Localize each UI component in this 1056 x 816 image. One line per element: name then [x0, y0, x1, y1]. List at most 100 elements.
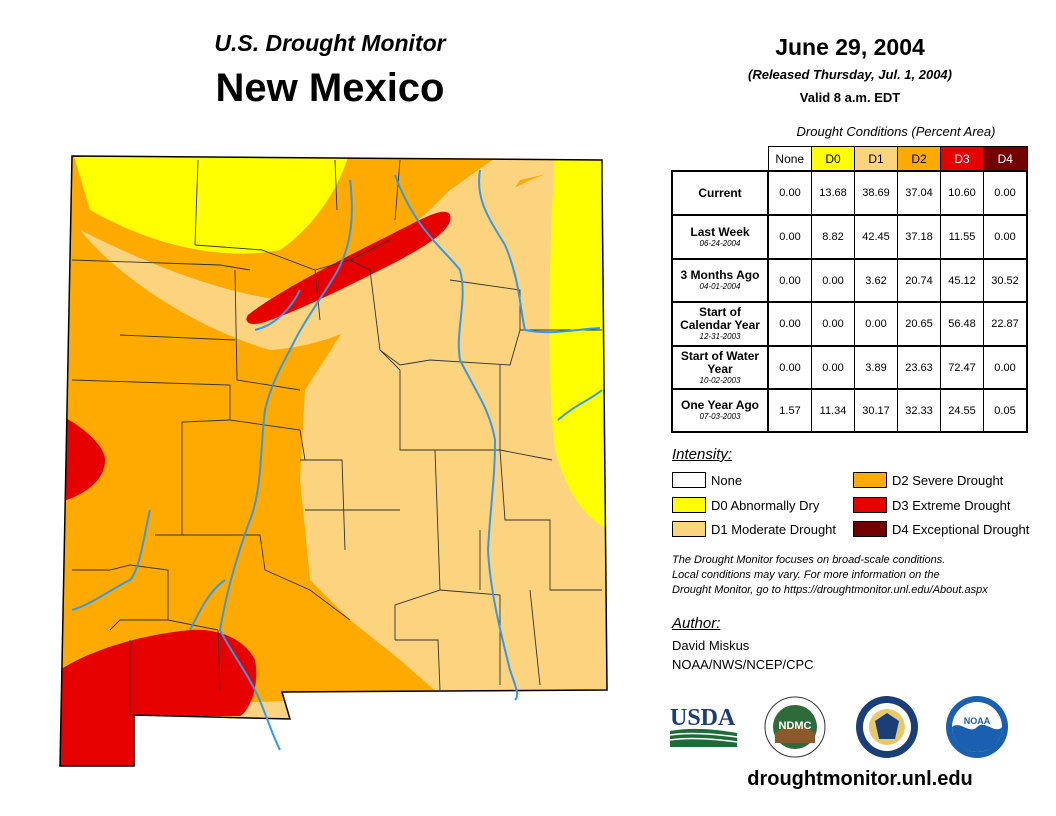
table-cell: 22.87 [983, 301, 1028, 347]
table-cell: 0.00 [767, 345, 812, 390]
legend-title: Intensity: [672, 446, 733, 463]
rio-grande [218, 179, 353, 751]
legend-label-d1: D1 Moderate Drought [711, 521, 837, 537]
legend-item-d3: D3 Extreme Drought [853, 497, 1011, 513]
table-cell: 3.62 [854, 258, 898, 303]
legend-label-none: None [711, 472, 743, 488]
usda-logo: USDA [669, 705, 738, 747]
gila-river [189, 579, 226, 631]
d3-west [60, 415, 105, 502]
table-cell: 3.89 [854, 345, 898, 390]
legend-label-d4: D4 Exceptional Drought [892, 521, 1030, 537]
svg-text:USDA: USDA [670, 705, 736, 731]
website-url[interactable]: droughtmonitor.unl.edu [747, 768, 973, 790]
commerce-seal-logo [856, 696, 918, 758]
noaa-logo: NOAA [946, 696, 1008, 758]
author-title: Author: [672, 615, 721, 632]
table-cell: 0.05 [983, 388, 1028, 433]
row-label: 3 Months Ago 04-01-2004 [671, 258, 769, 303]
table-cell: 10.60 [940, 170, 984, 216]
legend-swatch-d4 [853, 521, 887, 537]
table-row: Last Week 06-24-2004 0.00 8.82 42.45 37.18 11.… [671, 214, 1028, 260]
table-cell: 20.74 [897, 258, 941, 303]
table-caption: Drought Conditions (Percent Area) [796, 124, 996, 139]
state-title: New Mexico [215, 66, 445, 110]
legend-swatch-none [672, 472, 706, 488]
state-outline [59, 155, 608, 767]
canadian-river [478, 169, 601, 334]
table-cell: 1.57 [767, 388, 812, 433]
row-label: Current [671, 170, 769, 216]
table-cell: 0.00 [811, 345, 855, 390]
svg-text:NOAA: NOAA [964, 716, 991, 726]
table-row: Start of Water Year 10-02-2003 0.00 0.00 3.8… [671, 345, 1028, 390]
drought-map [59, 155, 608, 767]
row-label-text: Current [698, 185, 742, 200]
table-cell: 0.00 [811, 258, 855, 303]
table-cell: 0.00 [854, 301, 898, 347]
table-cell: 32.33 [897, 388, 941, 433]
rivers [71, 169, 603, 751]
valid-time: Valid 8 a.m. EDT [799, 90, 901, 105]
table-cell: 0.00 [767, 301, 812, 347]
legend-label-d0: D0 Abnormally Dry [711, 497, 820, 513]
table-cell: 42.45 [854, 214, 898, 260]
table-cell: 30.17 [854, 388, 898, 433]
ndmc-logo: NDMC [764, 696, 826, 758]
d3-southwest [60, 629, 257, 766]
table-corner [672, 147, 768, 172]
table-header-row: None D0 D1 D2 D3 D4 [672, 146, 1028, 172]
d0-east [549, 156, 607, 530]
row-label: One Year Ago 07-03-2003 [671, 388, 769, 433]
table-cell: 11.55 [940, 214, 984, 260]
header-none: None [767, 146, 812, 172]
drought-conditions-table: None D0 D1 D2 D3 D4 Current 0.00 13.68 38.6… [671, 146, 1028, 433]
pecos-river [394, 174, 519, 701]
legend-swatch-d2 [853, 472, 887, 488]
legend-swatch-d1 [672, 521, 706, 537]
table-row: 3 Months Ago 04-01-2004 0.00 0.00 3.62 20.74 4… [671, 258, 1028, 303]
table-cell: 0.00 [767, 170, 812, 216]
author-name: David Miskus [672, 638, 750, 653]
table-cell: 72.47 [940, 345, 984, 390]
row-label-text: Start of Calendar Year [680, 305, 760, 332]
row-label-text: One Year Ago [680, 398, 760, 412]
san-juan-river [71, 509, 151, 611]
legend-swatch-d3 [853, 497, 887, 513]
header-d1: D1 [854, 146, 898, 172]
legend-item-d1: D1 Moderate Drought [672, 521, 836, 537]
table-cell: 0.00 [983, 170, 1028, 216]
legend-swatch-d0 [672, 497, 706, 513]
row-label: Start of Calendar Year 12-31-2003 [671, 301, 769, 347]
table-cell: 0.00 [983, 345, 1028, 390]
row-label-text: Last Week [690, 224, 750, 239]
table-cell: 56.48 [940, 301, 984, 347]
arkansas-tributary [254, 289, 301, 331]
row-label-text: Start of Water Year [680, 348, 760, 376]
table-row: Current 0.00 13.68 38.69 37.04 10.60 0.00 [671, 170, 1028, 216]
canadian-east [557, 389, 603, 421]
table-cell: 0.00 [767, 214, 812, 260]
row-date: 12-31-2003 [699, 332, 741, 341]
table-cell: 23.63 [897, 345, 941, 390]
table-cell: 24.55 [940, 388, 984, 433]
release-date: (Released Thursday, Jul. 1, 2004) [748, 67, 952, 82]
legend-item-d2: D2 Severe Drought [853, 472, 1003, 488]
note-line-3: Drought Monitor, go to https://droughtmo… [672, 584, 988, 596]
author-org: NOAA/NWS/NCEP/CPC [672, 657, 814, 672]
row-date: 07-03-2003 [699, 412, 741, 421]
header-d4: D4 [983, 146, 1028, 172]
table-row: Start of Calendar Year 12-31-2003 0.00 0.00… [671, 301, 1028, 347]
table-cell: 30.52 [983, 258, 1028, 303]
legend-label-d3: D3 Extreme Drought [892, 497, 1011, 513]
legend-label-d2: D2 Severe Drought [892, 472, 1004, 488]
row-label: Last Week 06-24-2004 [671, 214, 769, 260]
table-cell: 0.00 [767, 258, 812, 303]
table-row: One Year Ago 07-03-2003 1.57 11.34 30.17 32.3… [671, 388, 1028, 433]
row-label: Start of Water Year 10-02-2003 [671, 345, 769, 390]
map-subtitle: U.S. Drought Monitor [214, 30, 446, 56]
legend-item-none: None [672, 472, 742, 488]
legend-item-d0: D0 Abnormally Dry [672, 497, 819, 513]
d0-northwest [72, 156, 350, 254]
row-date: 10-02-2003 [699, 375, 741, 385]
